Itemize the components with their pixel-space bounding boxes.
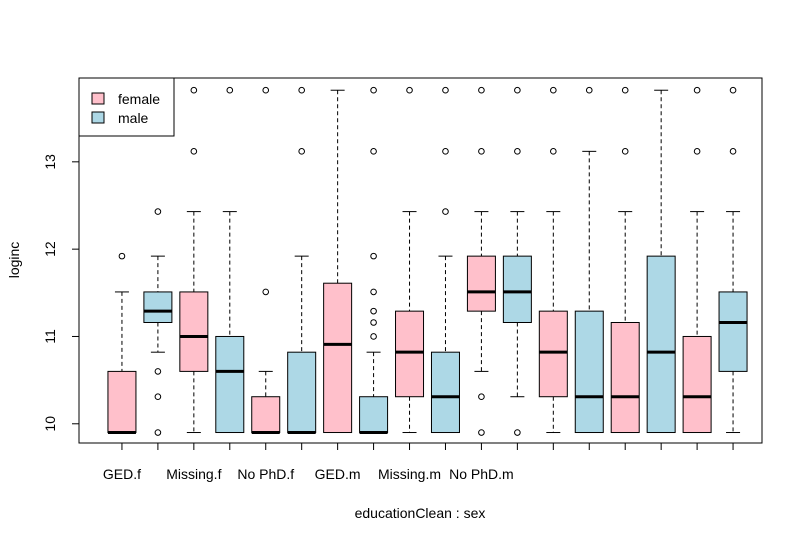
box-body xyxy=(107,370,137,434)
box-7 xyxy=(323,89,353,434)
box-5 xyxy=(251,86,281,435)
legend-swatch-female xyxy=(91,92,105,105)
box-13 xyxy=(538,86,568,434)
box-3 xyxy=(179,86,209,434)
outlier-point xyxy=(585,86,593,94)
y-tick-label: 10 xyxy=(42,416,58,432)
outlier-point xyxy=(478,393,485,401)
box-body xyxy=(395,310,425,398)
y-axis-label: loginc xyxy=(6,242,22,279)
x-tick-label: No PhD.f xyxy=(237,466,294,482)
outlier-point xyxy=(370,148,377,155)
box-body xyxy=(574,310,604,434)
outlier-point xyxy=(550,148,557,155)
x-axis: GED.f Missing.f No PhD.f GED.m Missing.m No P… xyxy=(103,442,734,482)
outlier-point xyxy=(262,86,270,94)
outlier-point xyxy=(514,86,521,94)
outlier-point xyxy=(370,86,377,94)
box-6 xyxy=(287,86,317,435)
outlier-point xyxy=(370,319,377,326)
outlier-point xyxy=(190,148,198,155)
box-body xyxy=(179,291,209,372)
outlier-point xyxy=(154,429,162,436)
y-tick-label: 12 xyxy=(42,241,58,257)
legend-label-female: female xyxy=(118,91,160,107)
box-body xyxy=(143,291,173,323)
outlier-point xyxy=(621,148,629,155)
outlier-point xyxy=(370,307,377,315)
box-body xyxy=(610,321,640,434)
outlier-point xyxy=(154,393,162,401)
box-10 xyxy=(430,86,460,434)
box-body xyxy=(251,396,281,434)
y-tick-label: 11 xyxy=(42,329,58,344)
x-tick-label: Missing.f xyxy=(166,466,221,482)
box-body xyxy=(682,335,712,434)
outlier-point xyxy=(262,288,270,296)
box-body xyxy=(646,255,676,434)
outlier-point xyxy=(226,86,234,94)
box-9 xyxy=(395,86,425,434)
box-body xyxy=(430,351,460,434)
outlier-point xyxy=(478,429,485,436)
box-body xyxy=(538,310,568,398)
outlier-point xyxy=(154,368,162,375)
outlier-point xyxy=(190,86,198,94)
outlier-point xyxy=(406,86,413,94)
x-tick-label: GED.m xyxy=(315,466,361,482)
x-tick-label: Missing.m xyxy=(378,466,441,482)
box-2 xyxy=(143,208,173,436)
outlier-point xyxy=(154,208,162,215)
box-body xyxy=(466,255,496,312)
outlier-point xyxy=(370,288,377,296)
outlier-point xyxy=(370,333,377,340)
box-body xyxy=(502,255,532,323)
y-axis: 10 11 12 13 xyxy=(42,154,80,432)
outlier-point xyxy=(729,86,737,94)
legend-label-male: male xyxy=(118,110,149,126)
outlier-point xyxy=(514,429,521,436)
box-body xyxy=(287,351,317,434)
outlier-point xyxy=(298,148,305,155)
outlier-point xyxy=(478,86,485,94)
outlier-point xyxy=(118,252,126,260)
box-body xyxy=(215,335,245,434)
legend-frame xyxy=(78,77,175,137)
box-body xyxy=(359,396,389,434)
box-11 xyxy=(466,86,496,436)
outlier-point xyxy=(370,252,377,260)
legend: female male xyxy=(78,77,175,137)
outlier-point xyxy=(729,148,737,155)
box-body xyxy=(718,291,748,372)
box-8 xyxy=(359,86,389,435)
outlier-point xyxy=(442,148,449,155)
box-1 xyxy=(107,252,137,435)
legend-swatch-male xyxy=(91,111,105,124)
box-14 xyxy=(574,86,604,434)
boxes-layer xyxy=(107,86,748,436)
outlier-point xyxy=(298,86,305,94)
x-axis-label: educationClean : sex xyxy=(355,505,486,521)
y-tick-label: 13 xyxy=(42,154,58,170)
outlier-point xyxy=(514,148,521,155)
box-18 xyxy=(718,86,748,434)
outlier-point xyxy=(442,86,449,94)
outlier-point xyxy=(693,148,701,155)
box-body xyxy=(323,282,353,434)
outlier-point xyxy=(693,86,701,94)
box-15 xyxy=(610,86,640,434)
box-12 xyxy=(502,86,532,436)
x-tick-label: GED.f xyxy=(103,466,141,482)
box-17 xyxy=(682,86,712,434)
outlier-point xyxy=(550,86,557,94)
box-16 xyxy=(646,89,676,434)
x-tick-label: No PhD.m xyxy=(449,466,514,482)
outlier-point xyxy=(442,208,449,215)
outlier-point xyxy=(621,86,629,94)
box-4 xyxy=(215,86,245,434)
outlier-point xyxy=(478,148,485,155)
